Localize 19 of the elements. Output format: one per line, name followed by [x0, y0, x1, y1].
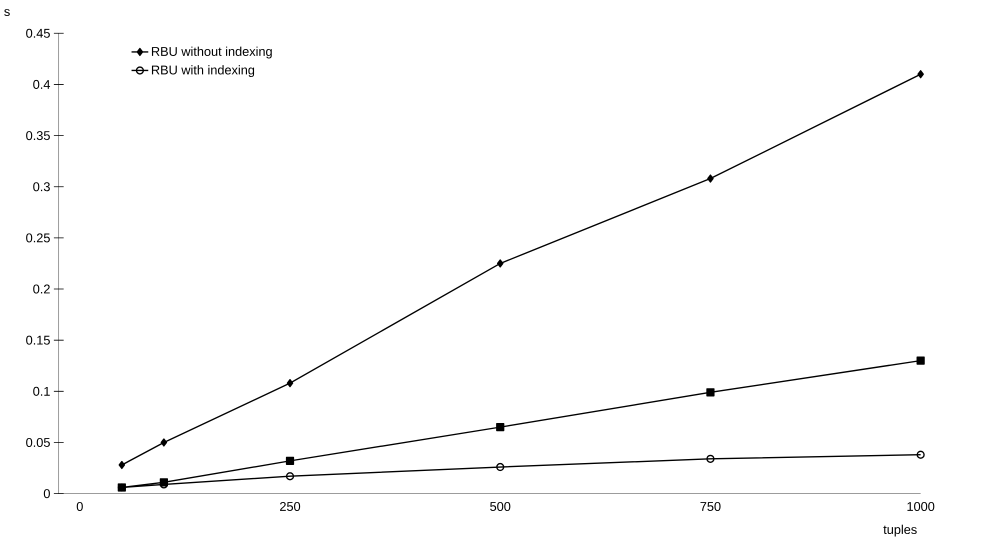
x-tick-label: 1000 — [907, 502, 934, 511]
y-tick-label: 0.25 — [26, 233, 50, 242]
x-tick-label: 500 — [490, 502, 510, 511]
x-tick-label: 750 — [700, 502, 721, 511]
legend-label: RBU with indexing — [152, 64, 254, 77]
y-tick-label: 0.05 — [26, 438, 50, 447]
y-tick-label: 0.45 — [26, 28, 50, 38]
y-tick-label: 0.4 — [33, 80, 50, 89]
y-tick-label: 0.15 — [26, 335, 50, 344]
x-tick-label: 250 — [280, 502, 300, 511]
y-tick-label: 0 — [44, 488, 50, 498]
y-tick-label: 0.35 — [26, 130, 50, 140]
y-tick-label: 0.1 — [33, 386, 50, 396]
y-tick-label: 0.3 — [33, 182, 50, 192]
y-axis-title: s — [4, 8, 10, 16]
x-axis-title: tuples — [883, 524, 917, 536]
x-tick-label: 0 — [76, 502, 83, 511]
y-tick-label: 0.2 — [33, 284, 50, 294]
legend-label: RBU without indexing — [152, 46, 272, 58]
